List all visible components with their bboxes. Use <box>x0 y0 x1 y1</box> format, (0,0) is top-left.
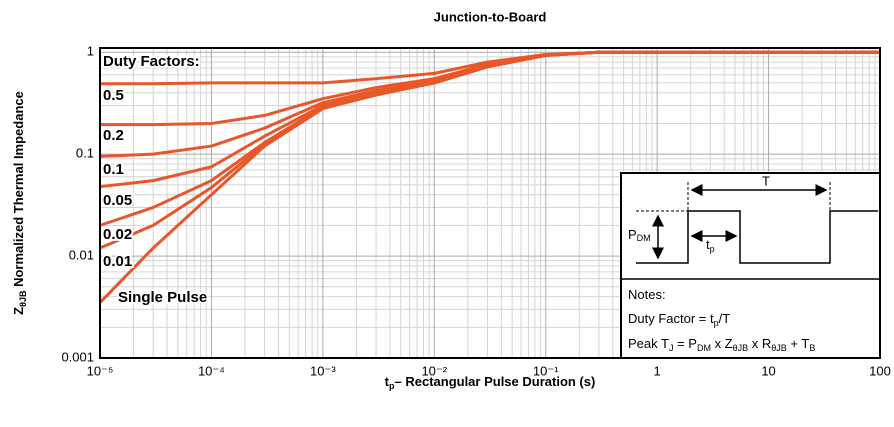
t-label-main: t <box>706 237 710 252</box>
note-line-part: Peak T <box>628 336 669 351</box>
series-label: 0.2 <box>103 127 124 144</box>
x-axis-label-sub: p <box>389 381 395 391</box>
inset-box <box>620 172 881 359</box>
period-label: T <box>762 173 770 188</box>
note-line-part: x R <box>748 336 771 351</box>
x-axis-label-part: – Rectangular Pulse Duration (s) <box>395 374 596 389</box>
y-axis-label-part: Z <box>11 307 26 315</box>
x-tick-label: 10⁻³ <box>310 363 336 378</box>
t-label-sub: p <box>710 244 715 254</box>
x-tick-label: 10 <box>761 363 775 378</box>
series-label: 0.05 <box>103 192 132 209</box>
series-label: 0.02 <box>103 226 132 243</box>
note-line-part: Duty Factor = t <box>628 311 714 326</box>
y-axis-label-sub: θJB <box>18 290 28 307</box>
p-label-sub: DM <box>637 233 651 243</box>
note-line-sub: J <box>669 343 674 353</box>
waveform <box>636 210 878 264</box>
x-tick-label: 100 <box>869 363 891 378</box>
x-tick-label: 10⁻⁵ <box>87 363 114 378</box>
series-label: Single Pulse <box>118 289 207 306</box>
y-tick-label: 0.1 <box>76 146 94 161</box>
note-line: Peak TJ = PDM x ZθJB x RθJB + TB <box>628 336 815 353</box>
t-label: tp <box>706 237 715 254</box>
note-line: Duty Factor = tp/T <box>628 311 730 328</box>
inset: PDM tp T <box>620 172 881 359</box>
y-tick-label: 0.001 <box>61 349 94 364</box>
x-axis-label-part: t <box>385 374 390 389</box>
x-tick-label: 10⁻² <box>421 363 447 378</box>
note-line-part: = P <box>673 336 697 351</box>
note-line-part: + T <box>787 336 810 351</box>
x-tick-label: 10⁻⁴ <box>198 363 225 378</box>
series-line <box>98 50 880 304</box>
p-label-main: P <box>628 227 637 242</box>
x-axis-label: tp– Rectangular Pulse Duration (s) <box>385 374 596 391</box>
x-tick-label: 1 <box>654 363 661 378</box>
note-line-part: /T <box>719 311 731 326</box>
y-tick-label: 0.01 <box>69 248 94 263</box>
y-axis-label-part: Normalized Thermal Impedance <box>11 91 26 290</box>
p-label: PDM <box>628 227 651 243</box>
series-label: 0.5 <box>103 87 124 104</box>
note-line-sub: DM <box>697 343 711 353</box>
series-label: 0.01 <box>103 253 132 270</box>
y-tick-label: 1 <box>87 44 94 59</box>
note-line-sub: θJB <box>771 343 787 353</box>
note-line-sub: p <box>714 318 719 328</box>
lines <box>98 50 880 304</box>
x-tick-label: 10⁻¹ <box>533 363 559 378</box>
note-line: Notes: <box>628 287 666 302</box>
chart-title: Junction-to-Board <box>434 9 547 24</box>
note-line-sub: θJB <box>733 343 749 353</box>
series-label: 0.1 <box>103 161 124 178</box>
note-line-part: Notes: <box>628 287 666 302</box>
note-line-part: x Z <box>711 336 733 351</box>
note-line-sub: B <box>809 343 815 353</box>
y-axis-label: ZθJB Normalized Thermal Impedance <box>11 91 28 315</box>
legend-title: Duty Factors: <box>103 53 200 70</box>
